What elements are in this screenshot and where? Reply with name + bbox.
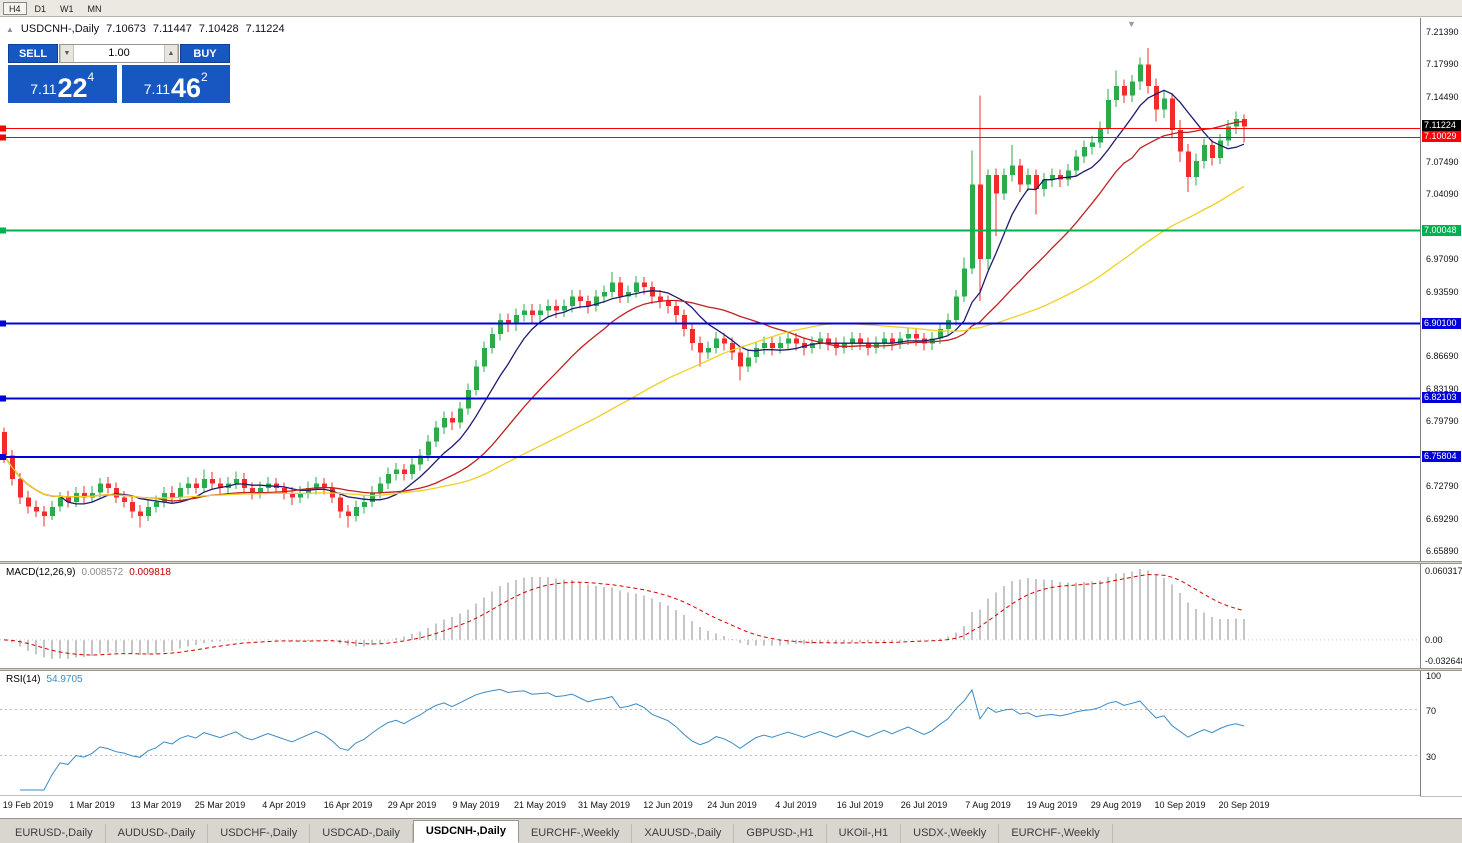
price-axis-label: 7.17990 — [1426, 59, 1459, 69]
volume-up-button[interactable]: ▲ — [164, 45, 178, 62]
chart-tab-eurusd-daily[interactable]: EURUSD-,Daily — [3, 824, 106, 843]
buy-price-fraction: 2 — [201, 70, 208, 84]
date-axis-label: 16 Jul 2019 — [836, 800, 884, 810]
price-axis-label: 6.69290 — [1426, 514, 1459, 524]
macd-value: 0.008572 — [81, 567, 124, 578]
price-axis-label: 7.04090 — [1426, 189, 1459, 199]
chart-tab-usdcad-daily[interactable]: USDCAD-,Daily — [310, 824, 413, 843]
price-axis-label: 7.21390 — [1426, 27, 1459, 37]
price-level-marker: 6.82103 — [1422, 392, 1461, 403]
date-axis-label: 19 Aug 2019 — [1026, 800, 1078, 810]
chart-tab-eurchf-weekly[interactable]: EURCHF-,Weekly — [519, 824, 633, 843]
panel-splitter[interactable] — [0, 561, 1462, 564]
date-axis-label: 12 Jun 2019 — [643, 800, 693, 810]
chart-tab-usdx-weekly[interactable]: USDX-,Weekly — [901, 824, 1000, 843]
chart-tab-ukoil-h1[interactable]: UKOil-,H1 — [827, 824, 902, 843]
macd-indicator-header: MACD(12,26,9) 0.008572 0.009818 — [6, 567, 171, 578]
sell-price-prefix: 7.11 — [30, 81, 57, 97]
macd-signal-value: 0.009818 — [129, 567, 171, 578]
ohlc-high-value: 7.11447 — [152, 23, 192, 35]
sell-price-fraction: 4 — [87, 70, 95, 84]
date-axis-label: 19 Feb 2019 — [2, 800, 54, 810]
macd-axis-label: 0.00 — [1425, 635, 1443, 645]
price-axis-label: 6.93590 — [1426, 287, 1459, 297]
date-axis-label: 16 Apr 2019 — [323, 800, 373, 810]
sell-price-box[interactable]: 7.11 22 4 — [8, 65, 117, 103]
ohlc-close-value: 7.11224 — [245, 23, 285, 35]
date-axis-label: 24 Jun 2019 — [707, 800, 757, 810]
buy-price-prefix: 7.11 — [143, 81, 170, 97]
chart-tab-audusd-daily[interactable]: AUDUSD-,Daily — [106, 824, 209, 843]
price-level-marker: 6.75804 — [1422, 451, 1461, 462]
rsi-axis-label: 70 — [1426, 706, 1437, 716]
chart-symbol-label: USDCNH-,Daily — [20, 23, 100, 35]
timeframe-button-w1[interactable]: W1 — [54, 2, 80, 15]
date-axis-label: 31 May 2019 — [577, 800, 631, 810]
chart-tab-gbpusd-h1[interactable]: GBPUSD-,H1 — [734, 824, 827, 843]
price-axis-label: 6.86690 — [1426, 351, 1459, 361]
chart-tab-eurchf-weekly[interactable]: EURCHF-,Weekly — [999, 824, 1113, 843]
ohlc-low-value: 7.10428 — [198, 23, 239, 35]
volume-down-button[interactable]: ▼ — [60, 45, 74, 62]
price-axis-label: 6.65890 — [1426, 546, 1459, 556]
date-axis-label: 4 Jul 2019 — [775, 800, 817, 810]
chart-tab-xauusd-daily[interactable]: XAUUSD-,Daily — [632, 824, 735, 843]
volume-value[interactable]: 1.00 — [108, 47, 130, 59]
one-click-trading-panel: SELL ▼ 1.00 ▲ BUY 7.11 22 4 7.11 46 2 — [8, 44, 230, 103]
macd-axis-label: 0.060317 — [1425, 566, 1462, 576]
price-level-marker: 7.00048 — [1422, 225, 1461, 236]
rsi-axis-label: 100 — [1426, 671, 1442, 681]
date-axis-label: 9 May 2019 — [452, 800, 500, 810]
rsi-axis-label: 30 — [1426, 752, 1437, 762]
chart-workspace: ▲ USDCNH-,Daily 7.10673 7.11447 7.10428 … — [0, 18, 1462, 818]
chart-tabs-bar: EURUSD-,Daily AUDUSD-,Daily USDCHF-,Daily U… — [0, 818, 1462, 843]
date-axis-label: 29 Aug 2019 — [1090, 800, 1142, 810]
macd-label: MACD(12,26,9) — [6, 567, 76, 578]
price-axis-label: 7.07490 — [1426, 157, 1459, 167]
buy-price-box[interactable]: 7.11 46 2 — [121, 65, 230, 104]
sell-price-pips: 22 — [57, 73, 88, 104]
timeframe-toolbar: H4 D1 W1 MN — [0, 0, 1462, 17]
date-axis[interactable]: 19 Feb 2019 1 Mar 2019 13 Mar 2019 25 Mar 2… — [0, 796, 1420, 818]
chart-info-line: ▲ USDCNH-,Daily 7.10673 7.11447 7.10428 … — [6, 23, 285, 35]
chart-shift-marker-icon[interactable]: ▼ — [1127, 19, 1136, 29]
price-axis-label: 6.83190 — [1426, 384, 1459, 394]
chart-tab-usdcnh-daily[interactable]: USDCNH-,Daily — [412, 820, 519, 843]
price-axis-label: 7.14490 — [1426, 92, 1459, 102]
rsi-value: 54.9705 — [46, 674, 83, 685]
date-axis-label: 10 Sep 2019 — [1154, 800, 1206, 810]
price-level-marker: 6.90100 — [1422, 318, 1461, 329]
date-axis-label: 20 Sep 2019 — [1218, 800, 1270, 810]
rsi-indicator-header: RSI(14) 54.9705 — [6, 674, 83, 685]
buy-price-pips: 46 — [170, 73, 202, 104]
date-axis-label: 1 Mar 2019 — [69, 800, 115, 810]
sell-button[interactable]: SELL — [8, 44, 58, 63]
price-level-marker: 7.10029 — [1422, 131, 1461, 142]
date-axis-label: 25 Mar 2019 — [194, 800, 246, 810]
timeframe-button-h4[interactable]: H4 — [3, 1, 27, 15]
chart-tab-usdchf-daily[interactable]: USDCHF-,Daily — [208, 824, 311, 843]
date-axis-label: 29 Apr 2019 — [387, 800, 437, 810]
price-chart-canvas[interactable] — [0, 18, 1462, 818]
date-axis-label: 7 Aug 2019 — [965, 800, 1011, 810]
date-axis-label: 4 Apr 2019 — [262, 800, 306, 810]
buy-button[interactable]: BUY — [180, 44, 230, 63]
ohlc-open-value: 7.10673 — [106, 23, 146, 35]
date-axis-label: 26 Jul 2019 — [900, 800, 948, 810]
price-axis-label: 6.97090 — [1426, 254, 1459, 264]
rsi-label: RSI(14) — [6, 674, 41, 685]
price-scale[interactable]: 7.21390 7.17990 7.14490 7.07490 7.04090 6.970… — [1420, 18, 1462, 796]
price-axis-label: 6.79790 — [1426, 416, 1459, 426]
price-axis-label: 6.72790 — [1426, 481, 1459, 491]
date-axis-label: 21 May 2019 — [513, 800, 567, 810]
timeframe-button-d1[interactable]: D1 — [29, 2, 53, 15]
timeframe-button-mn[interactable]: MN — [82, 2, 108, 15]
date-axis-label: 13 Mar 2019 — [130, 800, 182, 810]
panel-splitter[interactable] — [0, 668, 1462, 671]
collapse-panel-icon[interactable]: ▲ — [6, 24, 14, 34]
macd-axis-label: -0.032648 — [1425, 656, 1462, 666]
price-level-marker: 7.11224 — [1422, 120, 1461, 131]
volume-stepper[interactable]: ▼ 1.00 ▲ — [59, 44, 179, 63]
